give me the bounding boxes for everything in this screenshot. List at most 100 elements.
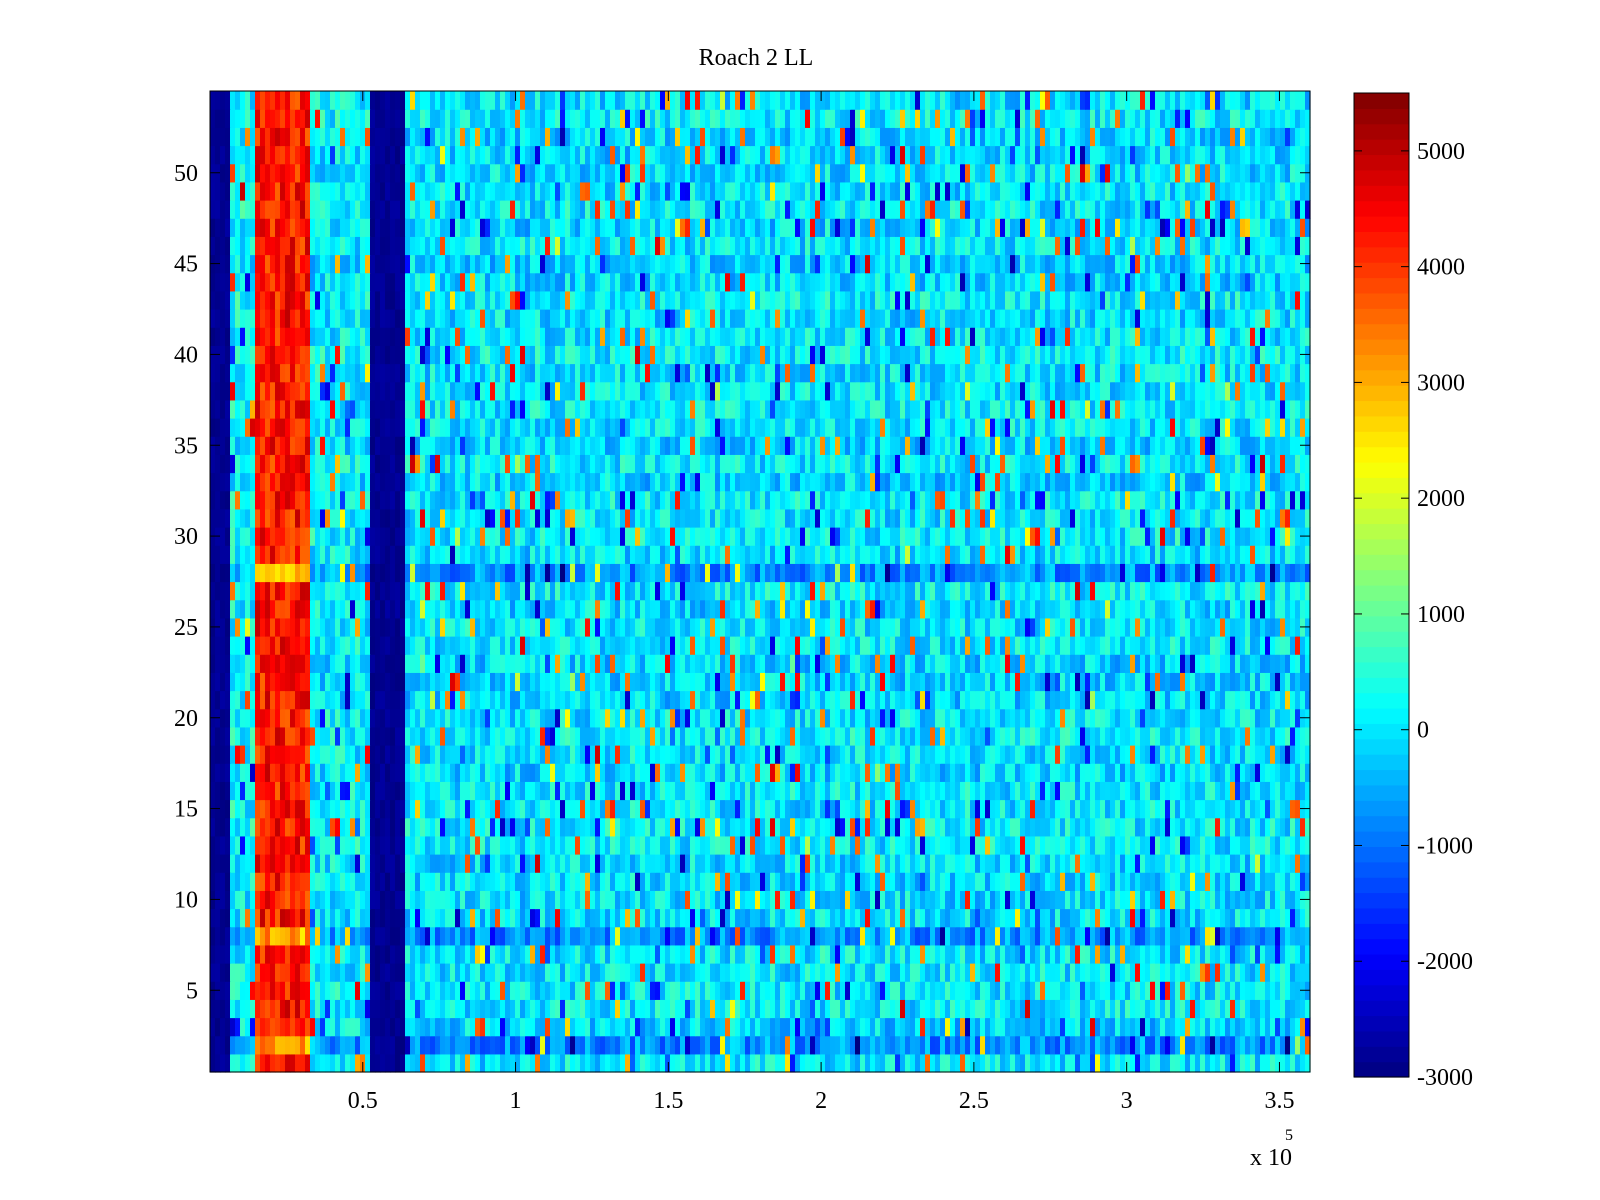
heatmap-cell	[365, 944, 371, 964]
heatmap-cell	[875, 908, 881, 928]
heatmap-cell	[660, 799, 666, 819]
heatmap-cell	[915, 854, 921, 873]
heatmap-cell	[695, 690, 701, 710]
heatmap-cell	[385, 908, 391, 928]
heatmap-cell	[455, 890, 461, 910]
heatmap-cell	[730, 944, 736, 964]
heatmap-cell	[960, 745, 966, 764]
heatmap-cell	[595, 654, 601, 673]
heatmap-cell	[1175, 763, 1181, 782]
heatmap-cell	[370, 854, 376, 873]
heatmap-cell	[835, 726, 841, 746]
heatmap-cell	[385, 763, 391, 782]
heatmap-cell	[955, 1035, 961, 1055]
heatmap-cell	[285, 726, 291, 746]
heatmap-cell	[350, 763, 356, 782]
heatmap-cell	[1275, 908, 1281, 928]
heatmap-cell	[710, 872, 716, 891]
heatmap-cell	[435, 1053, 441, 1073]
heatmap-cell	[270, 890, 276, 910]
heatmap-cell	[720, 817, 726, 837]
heatmap-cell	[240, 926, 246, 946]
heatmap-cell	[855, 926, 861, 946]
heatmap-cell	[1060, 1017, 1066, 1037]
heatmap-cell	[410, 654, 416, 673]
heatmap-cell	[370, 690, 376, 710]
heatmap-cell	[255, 781, 261, 801]
heatmap-cell	[1000, 963, 1006, 982]
heatmap-cell	[1190, 999, 1196, 1019]
heatmap-cell	[1190, 1035, 1196, 1055]
heatmap-cell	[250, 817, 256, 837]
heatmap-cell	[605, 999, 611, 1019]
heatmap-cell	[690, 781, 696, 801]
heatmap-cell	[805, 799, 811, 819]
heatmap-cell	[1025, 781, 1031, 801]
heatmap-cell	[910, 654, 916, 673]
heatmap-cell	[515, 781, 521, 801]
heatmap-cell	[585, 708, 591, 728]
heatmap-cell	[1110, 944, 1116, 964]
heatmap-cell	[890, 1017, 896, 1037]
heatmap-cell	[695, 817, 701, 837]
heatmap-cell	[1295, 708, 1301, 728]
heatmap-cell	[575, 872, 581, 891]
heatmap-cell	[1175, 708, 1181, 728]
heatmap-cell	[1105, 872, 1111, 891]
heatmap-cell	[1095, 854, 1101, 873]
heatmap-cell	[1245, 690, 1251, 710]
heatmap-cell	[320, 763, 326, 782]
heatmap-cell	[450, 908, 456, 928]
heatmap-cell	[1025, 1053, 1031, 1073]
heatmap-cell	[410, 745, 416, 764]
heatmap-cell	[1050, 908, 1056, 928]
heatmap-cell	[855, 817, 861, 837]
heatmap-cell	[240, 872, 246, 891]
heatmap-cell	[690, 690, 696, 710]
heatmap-cell	[1150, 690, 1156, 710]
heatmap-cell	[225, 890, 231, 910]
heatmap-cell	[380, 1035, 386, 1055]
heatmap-cell	[880, 799, 886, 819]
heatmap-cell	[660, 1053, 666, 1073]
heatmap-cell	[715, 672, 721, 692]
heatmap-cell	[600, 1017, 606, 1037]
heatmap-cell	[1155, 981, 1161, 1000]
heatmap-cell	[1140, 672, 1146, 692]
heatmap-cell	[1115, 708, 1121, 728]
heatmap-cell	[590, 890, 596, 910]
heatmap-cell	[345, 654, 351, 673]
heatmap-cell	[395, 763, 401, 782]
heatmap-cell	[1045, 835, 1051, 855]
heatmap-cell	[1220, 1053, 1226, 1073]
heatmap-cell	[375, 726, 381, 746]
heatmap-cell	[380, 908, 386, 928]
heatmap-cell	[1110, 799, 1116, 819]
heatmap-cell	[500, 835, 506, 855]
heatmap-cell	[1050, 799, 1056, 819]
heatmap-cell	[710, 745, 716, 764]
heatmap-cell	[1020, 854, 1026, 873]
heatmap-cell	[780, 1053, 786, 1073]
heatmap-cell	[330, 781, 336, 801]
heatmap-cell	[1150, 745, 1156, 764]
heatmap-cell	[1285, 781, 1291, 801]
heatmap-cell	[220, 672, 226, 692]
heatmap-cell	[545, 781, 551, 801]
heatmap-cell	[970, 726, 976, 746]
heatmap-cell	[350, 708, 356, 728]
heatmap-cell	[1260, 926, 1266, 946]
heatmap-cell	[835, 763, 841, 782]
heatmap-cell	[1025, 981, 1031, 1000]
heatmap-cell	[990, 963, 996, 982]
heatmap-cell	[925, 654, 931, 673]
heatmap-cell	[1170, 781, 1176, 801]
heatmap-cell	[390, 999, 396, 1019]
heatmap-cell	[370, 1053, 376, 1073]
heatmap-cell	[580, 799, 586, 819]
heatmap-cell	[1010, 726, 1016, 746]
heatmap-cell	[425, 1053, 431, 1073]
heatmap-cell	[965, 963, 971, 982]
heatmap-cell	[920, 1053, 926, 1073]
heatmap-cell	[1125, 1017, 1131, 1037]
